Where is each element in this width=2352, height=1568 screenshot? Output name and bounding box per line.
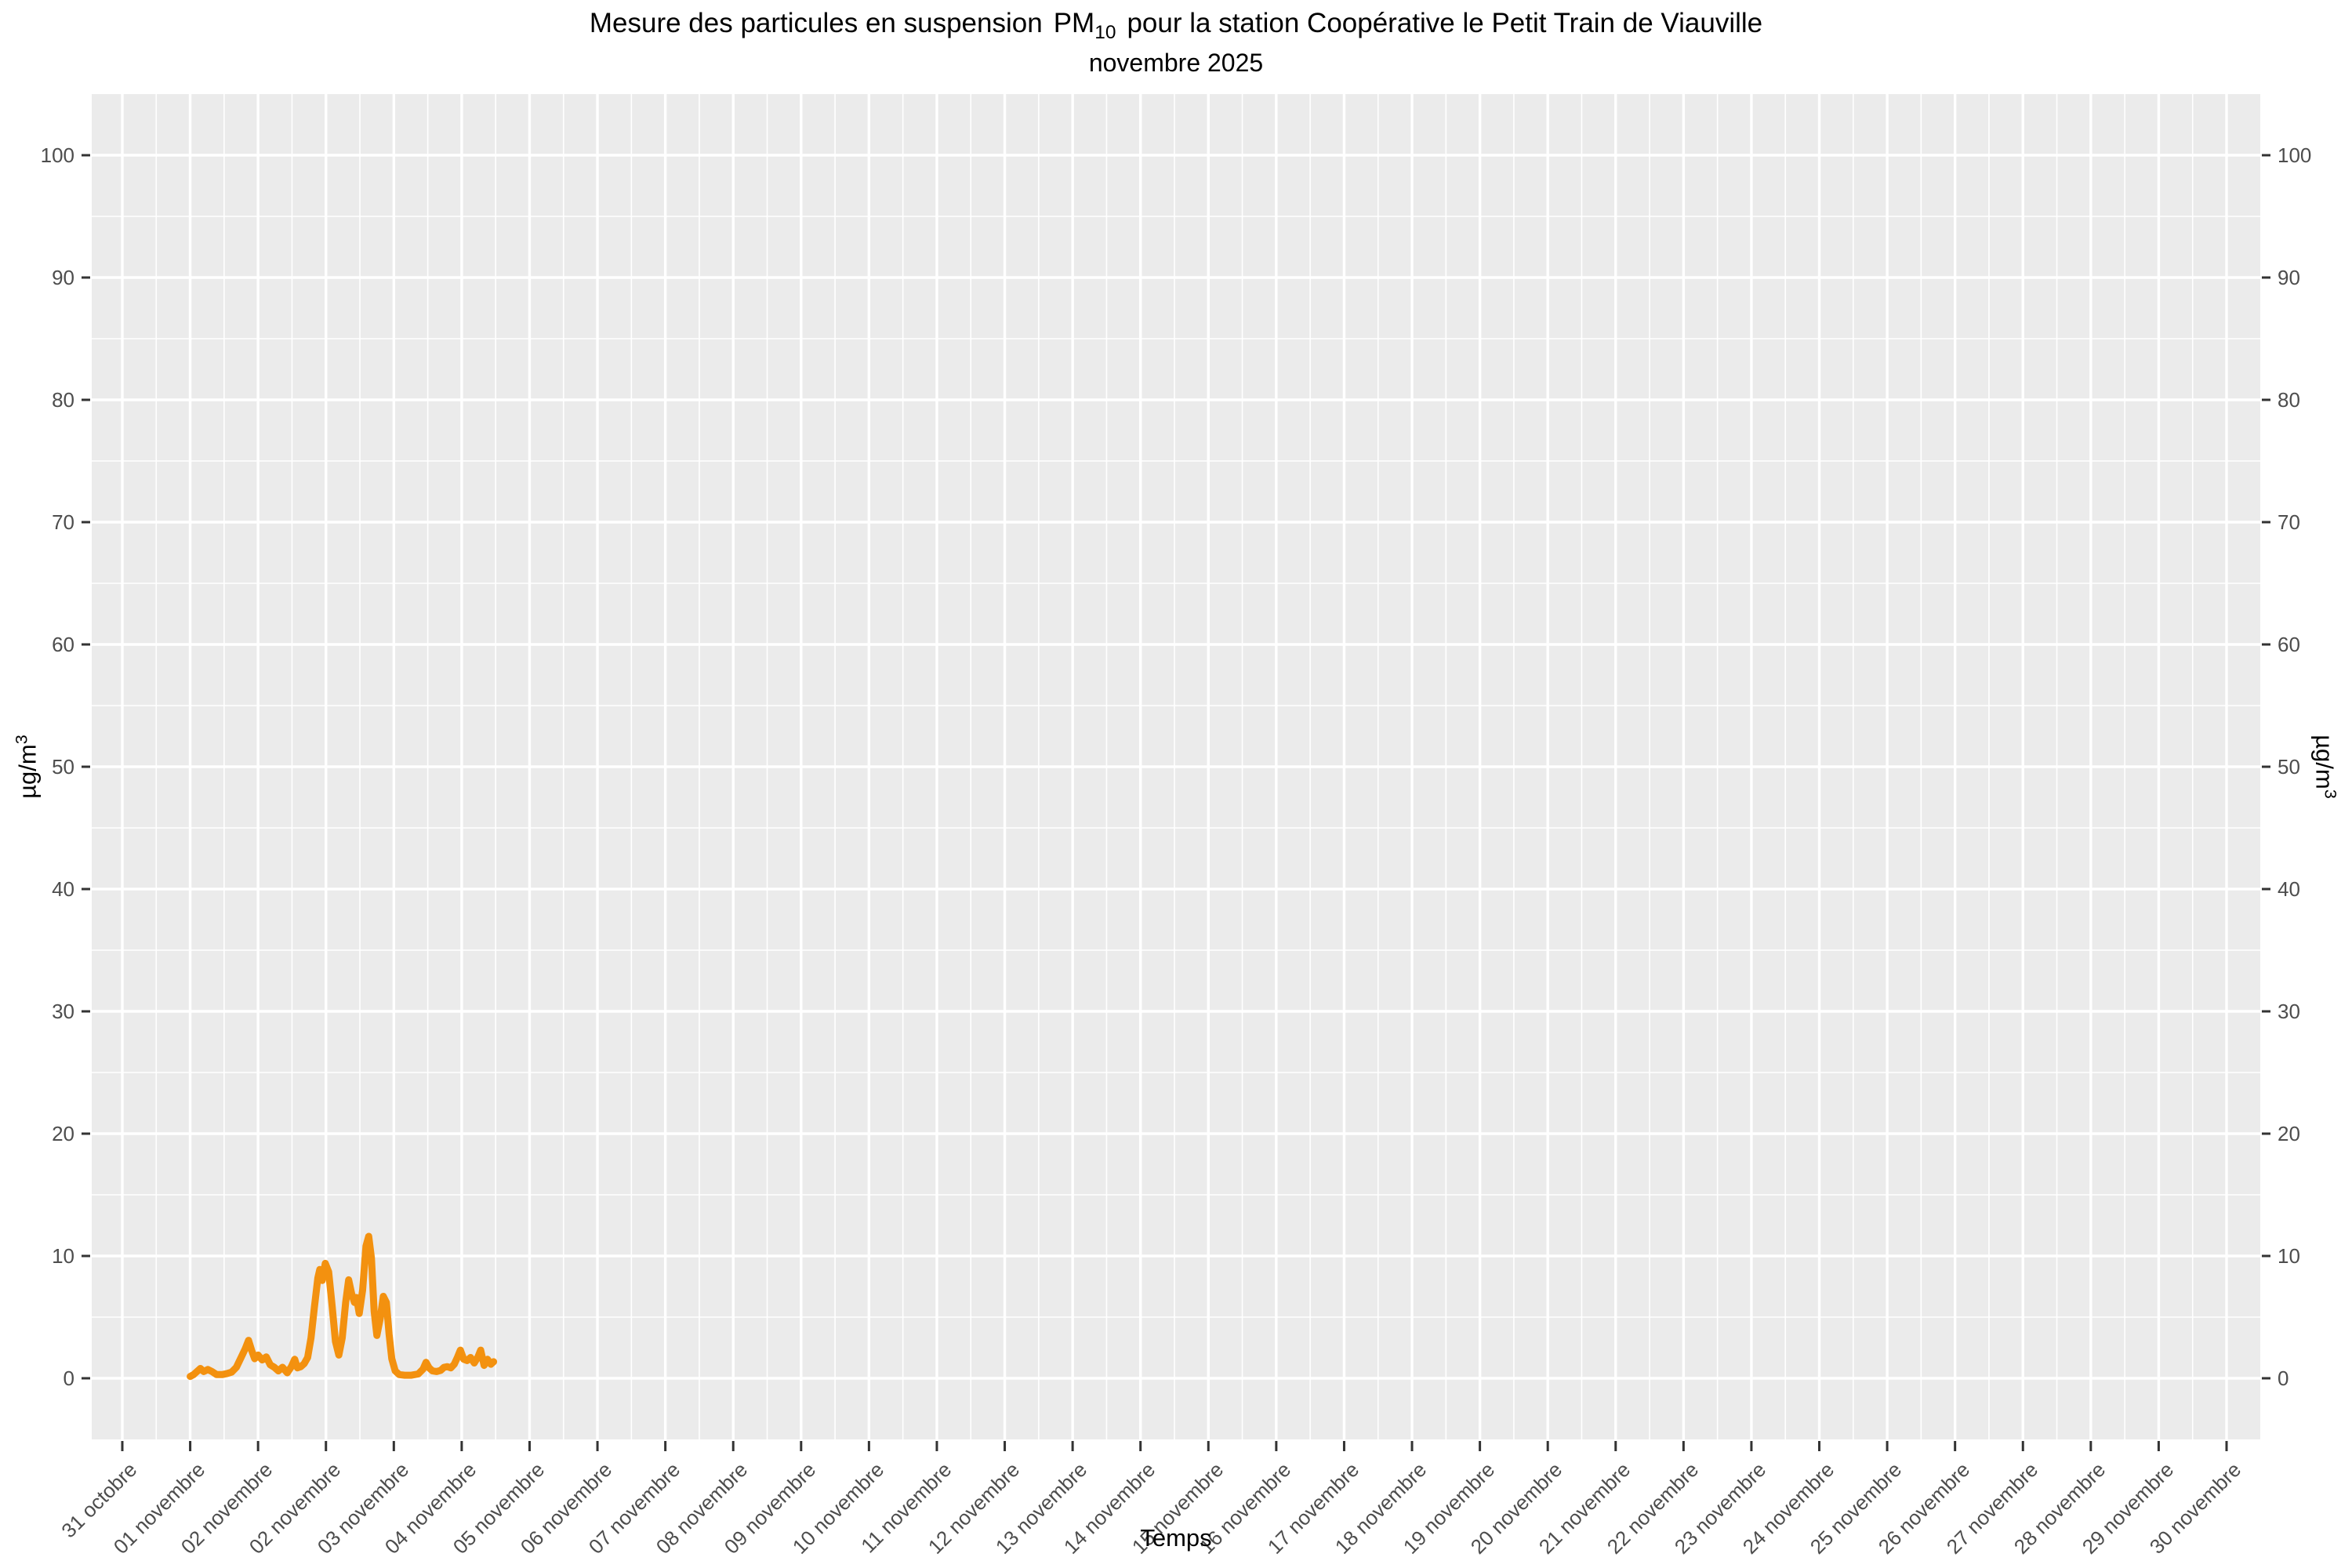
y-axis-label: 40 [52,877,74,901]
y-axis-label: 70 [2278,510,2300,534]
y-axis-label: 10 [2278,1244,2300,1268]
y-axis-label: 60 [52,633,74,656]
y-axis-label: 50 [2278,755,2300,779]
y-axis-label: 20 [52,1122,74,1145]
y-axis-label: 50 [52,755,74,779]
chart-title: Mesure des particules en suspension PM10 p… [0,8,2352,44]
y-axis-label: 0 [2278,1367,2289,1390]
y-axis-label: 80 [2278,388,2300,412]
y-axis-label: 20 [2278,1122,2300,1145]
pm10-symbol: PM10 [1053,8,1116,43]
pm10-line-series [187,1232,498,1381]
y-axis-label: 80 [52,388,74,412]
y-axis-label: 10 [52,1244,74,1268]
y-axis-label: 30 [2278,1000,2300,1023]
chart-subtitle: novembre 2025 [1088,49,1264,77]
y-axis-label: 60 [2278,633,2300,656]
y-axis-label: 90 [52,266,74,289]
x-axis-title: Temps [1140,1524,1212,1552]
chart-title-suffix: pour la station Coopérative le Petit Tra… [1127,8,1763,38]
y-axis-label: 100 [40,143,74,167]
y-axis-label: 90 [2278,266,2300,289]
y-axis-label: 30 [52,1000,74,1023]
y-axis-title-left: µg/m3 [11,735,42,799]
y-axis-label: 40 [2278,877,2300,901]
y-axis-label: 100 [2278,143,2312,167]
chart-title-prefix: Mesure des particules en suspension [589,8,1043,38]
y-axis-label: 0 [63,1367,74,1390]
y-axis-title-right: µg/m3 [2310,735,2341,799]
y-axis-label: 70 [52,510,74,534]
